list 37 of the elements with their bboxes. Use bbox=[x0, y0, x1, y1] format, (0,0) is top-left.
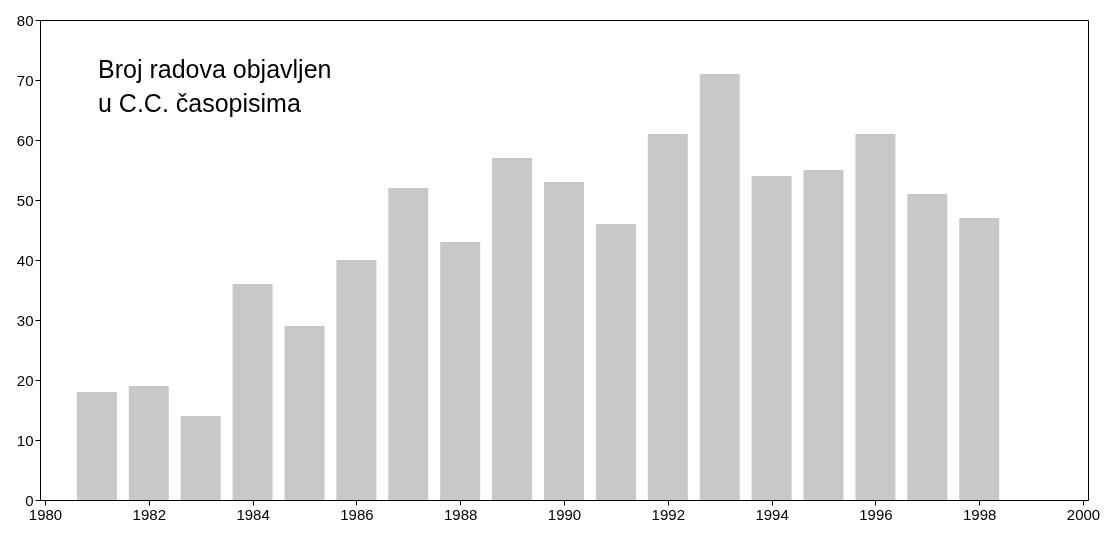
y-tick-label: 10 bbox=[16, 431, 34, 449]
y-tick-label: 50 bbox=[16, 191, 34, 209]
x-tick-label: 1992 bbox=[651, 505, 685, 523]
bar bbox=[959, 218, 1000, 500]
bar bbox=[492, 158, 533, 500]
bar bbox=[232, 284, 273, 500]
x-tick-label: 1996 bbox=[859, 505, 893, 523]
y-tick-label: 40 bbox=[16, 251, 34, 269]
y-tick-label: 70 bbox=[16, 71, 34, 89]
bar bbox=[699, 74, 740, 500]
bar bbox=[284, 326, 325, 500]
bar bbox=[647, 134, 688, 500]
bar bbox=[803, 170, 844, 500]
x-tick-label: 1984 bbox=[236, 505, 270, 523]
x-tick-label: 1998 bbox=[963, 505, 997, 523]
x-tick-label: 1994 bbox=[755, 505, 789, 523]
bar bbox=[855, 134, 896, 500]
bar bbox=[336, 260, 377, 500]
bar bbox=[128, 386, 169, 500]
y-tick-label: 60 bbox=[16, 131, 34, 149]
x-tick-label: 1988 bbox=[444, 505, 478, 523]
y-tick-label: 20 bbox=[16, 371, 34, 389]
bar bbox=[180, 416, 221, 500]
bar bbox=[388, 188, 429, 500]
y-tick-label: 30 bbox=[16, 311, 34, 329]
x-tick-label: 1986 bbox=[340, 505, 374, 523]
text: Broj radova objavljen u C.C. časopisima bbox=[98, 55, 332, 117]
bar bbox=[440, 242, 481, 500]
x-tick-label: 1990 bbox=[547, 505, 582, 523]
bar bbox=[595, 224, 636, 500]
x-tick-label: 1982 bbox=[132, 505, 166, 523]
x-tick-label: 2000 bbox=[1066, 505, 1101, 523]
bar bbox=[76, 392, 117, 500]
bar bbox=[751, 176, 792, 500]
bar bbox=[544, 182, 584, 500]
y-tick-label: 80 bbox=[16, 11, 34, 29]
bar bbox=[907, 194, 948, 500]
